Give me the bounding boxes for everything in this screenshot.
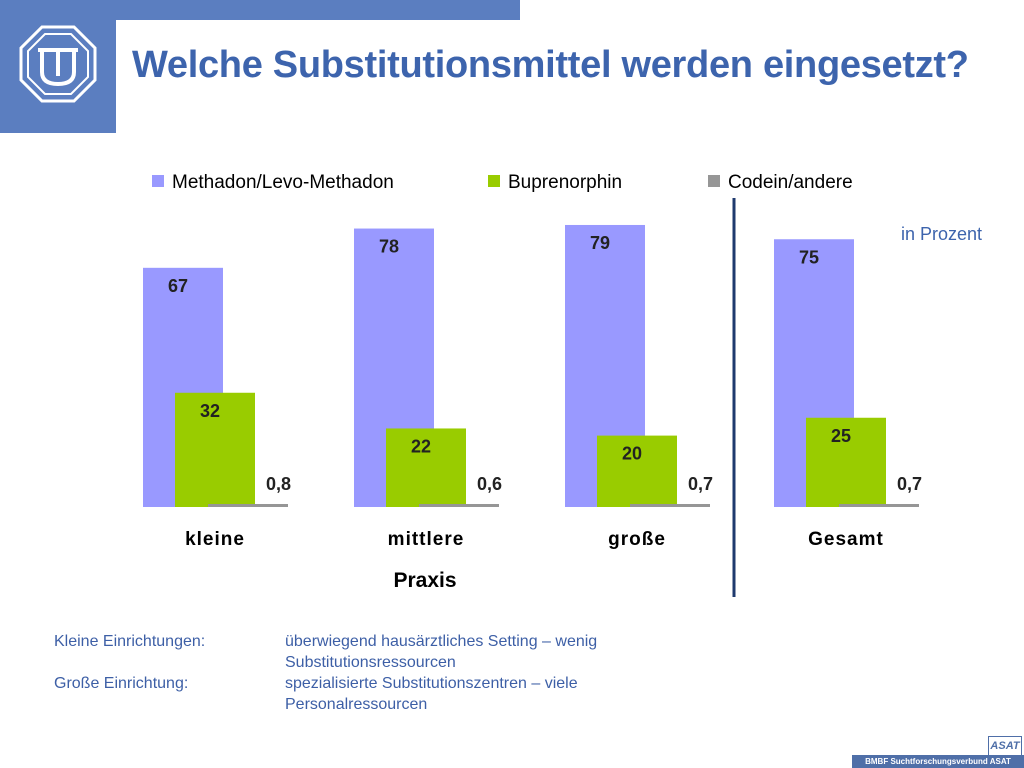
legend-label-2: Codein/andere (728, 172, 853, 193)
unit-note: in Prozent (901, 224, 982, 244)
category-label-2: große (608, 529, 666, 550)
bar-1-3 (806, 417, 886, 507)
group-label: Praxis (393, 569, 456, 592)
category-label-1: mittlere (388, 529, 465, 550)
data-label-2-2: 0,7 (688, 474, 713, 494)
legend-swatch-1 (488, 175, 500, 187)
note-text-large-line-1: spezialisierte Substitutionszentren – vi… (285, 675, 578, 692)
bar-2-3 (839, 504, 919, 507)
legend-label-1: Buprenorphin (508, 172, 622, 193)
bar-2-1 (419, 504, 499, 507)
legend-swatch-2 (708, 175, 720, 187)
data-label-0-3: 75 (799, 247, 819, 267)
data-label-1-2: 20 (622, 444, 642, 464)
category-label-3: Gesamt (808, 529, 884, 550)
data-label-2-1: 0,6 (477, 474, 502, 494)
data-label-1-3: 25 (831, 426, 851, 446)
slide-title: Welche Substitutionsmittel werden einges… (132, 44, 969, 86)
data-label-1-1: 22 (411, 436, 431, 456)
university-logo (0, 20, 116, 133)
bar-2-2 (630, 504, 710, 507)
data-label-0-1: 78 (379, 237, 399, 257)
asat-logo: ASAT (988, 736, 1022, 756)
data-label-1-0: 32 (200, 401, 220, 421)
octagon-logo-icon (19, 25, 97, 103)
category-label-0: kleine (185, 529, 245, 550)
bar-chart: Methadon/Levo-Methadon Buprenorphin Codein… (143, 172, 982, 597)
data-label-0-2: 79 (590, 233, 610, 253)
bar-1-1 (386, 428, 466, 507)
note-text-small-line-1: überwiegend hausärztliches Setting – wen… (285, 633, 598, 650)
header-bar (0, 0, 520, 20)
data-label-2-3: 0,7 (897, 474, 922, 494)
note-label-large: Große Einrichtung: (54, 675, 189, 692)
note-text-small-line-2: Substitutionsressourcen (285, 654, 456, 671)
footer-text: BMBF Suchtforschungsverbund ASAT (852, 755, 1024, 768)
note-label-small: Kleine Einrichtungen: (54, 633, 206, 650)
legend-label-0: Methadon/Levo-Methadon (172, 172, 394, 193)
bar-1-2 (597, 435, 677, 507)
legend-swatch-0 (152, 175, 164, 187)
data-label-2-0: 0,8 (266, 474, 291, 494)
bar-1-0 (175, 392, 255, 507)
bar-2-0 (208, 504, 288, 507)
note-text-large-line-2: Personalressourcen (285, 696, 428, 713)
data-label-0-0: 67 (168, 276, 188, 296)
